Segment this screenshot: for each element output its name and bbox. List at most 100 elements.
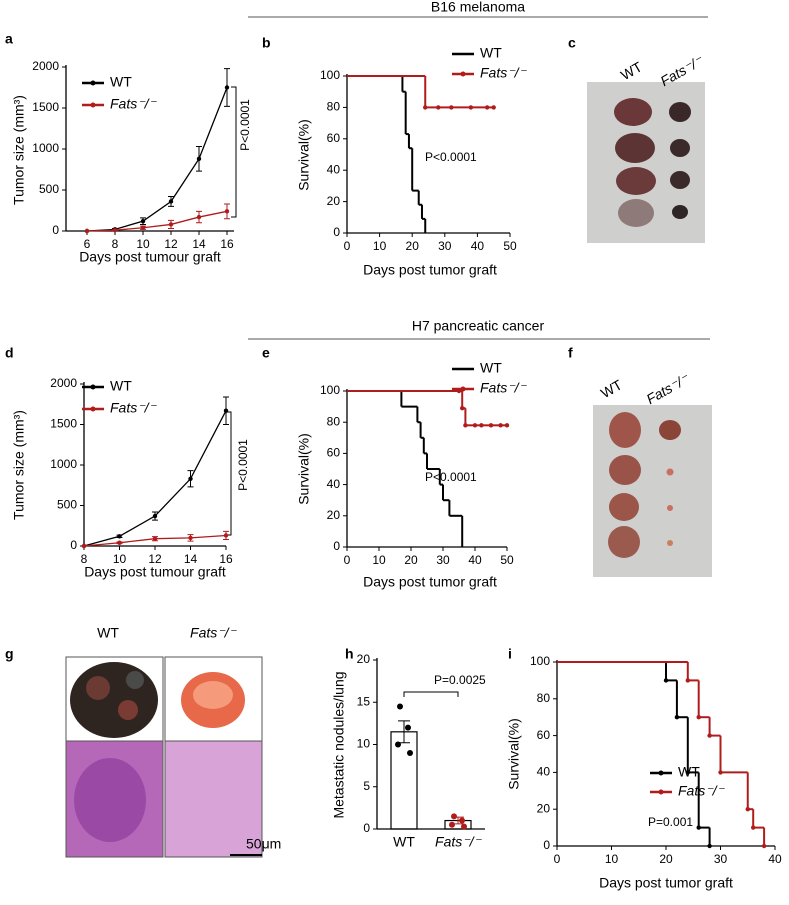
point xyxy=(168,199,174,204)
censor-mark xyxy=(751,825,756,830)
censor-mark xyxy=(696,715,701,720)
censor-mark xyxy=(718,770,723,775)
x-axis-label: Days post tumour graft xyxy=(79,249,221,265)
y-axis-label: Survival(%) xyxy=(296,433,312,505)
point xyxy=(140,225,146,230)
censor-mark xyxy=(479,423,484,428)
point xyxy=(117,534,122,539)
x-tick-label: WT xyxy=(393,834,415,850)
y-tick-label: 500 xyxy=(39,182,59,196)
y-tick-label: 0 xyxy=(52,223,59,237)
y-tick-label: 40 xyxy=(327,162,341,176)
x-tick-label: 14 xyxy=(184,552,198,566)
censor-mark xyxy=(745,807,750,812)
y-tick-label: 0 xyxy=(333,225,340,239)
legend-marker xyxy=(658,770,664,776)
x-tick-label: 20 xyxy=(406,239,420,253)
legend-label: WT xyxy=(110,378,132,394)
y-tick-label: 100 xyxy=(320,383,340,397)
censor-mark xyxy=(674,715,680,720)
censor-mark xyxy=(463,423,468,428)
y-tick-label: 60 xyxy=(327,131,341,145)
x-tick-label: 50 xyxy=(500,553,514,567)
x-tick-label: Fats⁻/⁻ xyxy=(435,834,483,850)
x-axis-label: Days post tumor graft xyxy=(599,875,733,891)
x-tick-label: 30 xyxy=(714,852,728,866)
dot xyxy=(459,817,465,824)
legend-marker xyxy=(90,406,96,412)
y-tick-label: 100 xyxy=(320,68,340,82)
p-value: P=0.0025 xyxy=(434,673,486,687)
censor-mark xyxy=(696,825,701,830)
x-tick-label: 30 xyxy=(436,553,450,567)
x-tick-label: 10 xyxy=(605,852,619,866)
legend-label: Fats⁻/⁻ xyxy=(480,65,528,81)
photo-label: WT xyxy=(598,376,625,401)
dot xyxy=(395,741,401,748)
legend-marker xyxy=(90,102,96,108)
legend-marker xyxy=(460,71,466,77)
y-tick-label: 100 xyxy=(530,654,550,668)
photo-label: 50μm xyxy=(246,836,281,852)
x-tick-label: 10 xyxy=(113,552,127,566)
y-axis-label: Survival(%) xyxy=(506,718,522,790)
point xyxy=(152,536,158,541)
panel-letter: h xyxy=(345,646,354,662)
y-tick-label: 0 xyxy=(333,539,340,553)
legend-marker xyxy=(658,789,664,795)
y-tick-label: 80 xyxy=(327,414,341,428)
y-tick-label: 20 xyxy=(357,652,371,666)
x-tick-label: 8 xyxy=(112,237,119,251)
y-tick-label: 10 xyxy=(357,737,371,751)
dot xyxy=(451,813,457,820)
censor-mark xyxy=(685,770,690,775)
legend-label: WT xyxy=(480,45,502,61)
x-tick-label: 10 xyxy=(136,237,150,251)
censor-mark xyxy=(436,105,441,110)
photo-f xyxy=(593,405,712,577)
point xyxy=(112,227,118,233)
x-axis-label: Days post tumor graft xyxy=(363,262,497,278)
y-tick-label: 1500 xyxy=(32,100,59,114)
point xyxy=(223,533,229,538)
x-tick-label: 8 xyxy=(81,552,88,566)
legend-label: WT xyxy=(110,74,132,90)
censor-mark xyxy=(456,388,462,394)
censor-mark xyxy=(460,405,465,411)
panel-letter: e xyxy=(262,345,270,361)
point xyxy=(196,156,202,162)
panel-letter: i xyxy=(508,646,512,662)
point xyxy=(81,543,87,549)
y-tick-label: 15 xyxy=(357,694,371,708)
bracket xyxy=(231,86,237,218)
legend-marker xyxy=(90,384,96,390)
legend-label: Fats⁻/⁻ xyxy=(678,783,726,799)
y-tick-label: 2000 xyxy=(32,59,59,73)
x-tick-label: 30 xyxy=(438,239,452,253)
censor-mark xyxy=(498,423,503,428)
y-tick-label: 40 xyxy=(537,765,551,779)
x-tick-label: 20 xyxy=(404,553,418,567)
legend-label: Fats⁻/⁻ xyxy=(110,400,158,416)
photo-label: WT xyxy=(97,625,119,641)
legend-marker xyxy=(90,80,96,86)
censor-mark xyxy=(504,423,510,428)
x-tick-label: 40 xyxy=(768,852,782,866)
x-tick-label: 40 xyxy=(468,553,482,567)
y-tick-label: 5 xyxy=(363,779,370,793)
x-tick-label: 16 xyxy=(220,237,234,251)
x-tick-label: 0 xyxy=(344,239,351,253)
censor-mark xyxy=(685,678,690,683)
y-tick-label: 40 xyxy=(327,477,341,491)
censor-mark xyxy=(663,678,669,683)
y-tick-label: 0 xyxy=(363,821,370,835)
censor-mark xyxy=(449,105,454,110)
bar xyxy=(390,731,418,830)
x-tick-label: 16 xyxy=(219,552,233,566)
point xyxy=(188,535,193,541)
point xyxy=(168,222,174,227)
point xyxy=(196,214,202,220)
legend-label: WT xyxy=(480,360,502,376)
y-tick-label: 1500 xyxy=(50,417,77,431)
x-tick-label: 12 xyxy=(164,237,178,251)
